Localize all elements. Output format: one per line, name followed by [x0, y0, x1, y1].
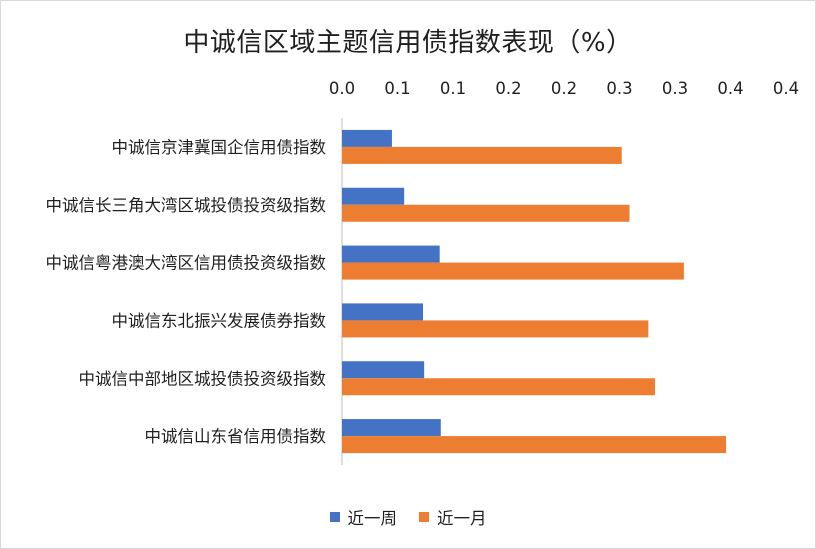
bar-week [342, 419, 441, 437]
bar-week [342, 187, 405, 205]
legend-swatch-month [419, 512, 429, 522]
bar-week [342, 245, 440, 263]
x-tick-label: 0.4 [717, 79, 743, 98]
x-tick-label: 0.2 [495, 79, 521, 98]
x-tick-label: 0.4 [773, 79, 799, 98]
x-axis-ticks: 0.0 0.1 0.1 0.2 0.2 0.3 0.3 0.4 0.4 [329, 79, 799, 98]
bar-week [342, 129, 392, 147]
x-tick-label: 0.3 [662, 79, 688, 98]
legend-swatch-week [329, 512, 340, 522]
x-tick-label: 0.2 [551, 79, 577, 98]
category-label: 中诚信粤港澳大湾区信用债投资级指数 [46, 254, 327, 273]
legend-item-week: 近一周 [329, 505, 398, 529]
bar-month [342, 320, 649, 338]
category-label: 中诚信京津冀国企信用债指数 [112, 138, 327, 157]
bar-month [342, 146, 622, 164]
x-tick-label: 0.0 [329, 79, 355, 98]
x-tick-label: 0.1 [384, 79, 410, 98]
chart-title: 中诚信区域主题信用债指数表现（%） [183, 28, 633, 58]
category-label: 中诚信中部地区城投债投资级指数 [79, 369, 327, 388]
bar-week [342, 303, 424, 321]
category-label: 中诚信东北振兴发展债券指数 [112, 311, 327, 330]
category-label: 中诚信长三角大湾区城投债投资级指数 [46, 196, 327, 215]
legend-label-week: 近一周 [347, 509, 398, 528]
x-tick-label: 0.1 [440, 79, 466, 98]
bar-month [342, 204, 630, 222]
bar-week [342, 361, 425, 379]
bar-month [342, 436, 727, 454]
x-tick-label: 0.3 [606, 79, 632, 98]
bar-month [342, 378, 656, 396]
legend: 近一周 近一月 [0, 505, 816, 529]
category-labels: 中诚信京津冀国企信用债指数中诚信长三角大湾区城投债投资级指数中诚信粤港澳大湾区信… [46, 138, 327, 446]
bars-group [342, 129, 727, 454]
bar-month [342, 262, 684, 280]
legend-item-month: 近一月 [419, 505, 487, 529]
legend-label-month: 近一月 [437, 509, 487, 528]
category-label: 中诚信山东省信用债指数 [145, 427, 327, 446]
